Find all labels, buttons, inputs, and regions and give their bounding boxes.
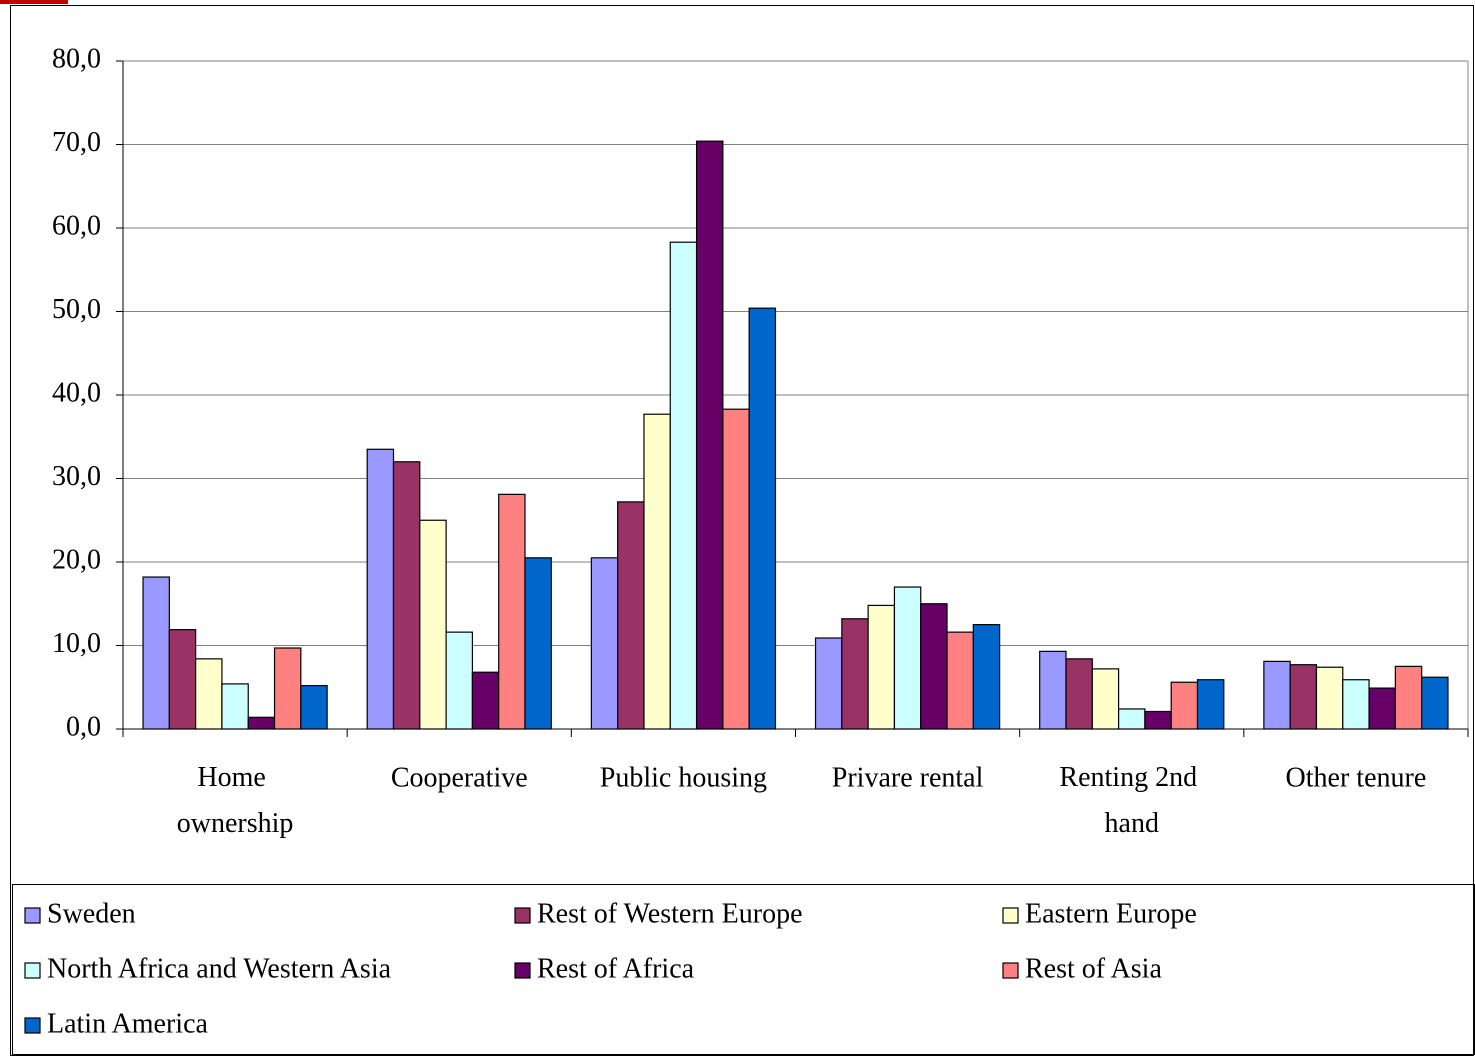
bar bbox=[1342, 679, 1370, 730]
x-tick-label: Privare rental bbox=[832, 762, 984, 793]
bar bbox=[841, 618, 869, 730]
bar bbox=[221, 683, 249, 730]
legend-swatch bbox=[1002, 907, 1019, 924]
bar bbox=[643, 413, 671, 730]
chart-frame bbox=[10, 5, 1474, 1056]
bar bbox=[617, 501, 645, 730]
bar bbox=[972, 624, 1001, 730]
bar bbox=[722, 408, 750, 730]
x-tick-label: Cooperative bbox=[391, 762, 528, 793]
bar bbox=[946, 631, 974, 730]
bar bbox=[168, 629, 197, 730]
bar bbox=[893, 586, 922, 730]
bar bbox=[419, 519, 447, 730]
bar bbox=[300, 684, 328, 730]
bar bbox=[814, 637, 843, 730]
bar bbox=[498, 493, 526, 730]
y-tick-label: 70,0 bbox=[52, 127, 101, 158]
y-tick-label: 20,0 bbox=[52, 544, 101, 575]
bar bbox=[669, 241, 698, 730]
bar bbox=[195, 658, 223, 730]
x-tick-label: Home ownership bbox=[177, 762, 294, 839]
bar bbox=[471, 671, 500, 730]
bar bbox=[1421, 676, 1449, 730]
legend-swatch bbox=[24, 962, 41, 979]
legend-label: Rest of Africa bbox=[537, 953, 695, 984]
y-tick-label: 50,0 bbox=[52, 294, 101, 325]
bar bbox=[366, 448, 395, 730]
bar bbox=[1144, 710, 1172, 730]
bar bbox=[1117, 708, 1146, 730]
bar bbox=[1315, 666, 1344, 730]
legend-label: Latin America bbox=[47, 1008, 209, 1039]
bar bbox=[695, 140, 724, 730]
y-tick-label: 80,0 bbox=[52, 43, 101, 74]
bar bbox=[1170, 681, 1199, 730]
bar bbox=[920, 603, 948, 730]
bar bbox=[392, 461, 421, 730]
x-tick-label: Other tenure bbox=[1286, 762, 1427, 793]
bar bbox=[247, 716, 276, 730]
bar bbox=[1289, 664, 1318, 730]
legend-label: Sweden bbox=[47, 898, 136, 929]
legend-label: North Africa and Western Asia bbox=[47, 953, 392, 984]
bar bbox=[142, 576, 170, 730]
bar bbox=[1263, 660, 1291, 730]
bar bbox=[590, 557, 619, 730]
bar bbox=[445, 631, 474, 730]
bar bbox=[524, 557, 552, 730]
bar bbox=[1039, 650, 1067, 730]
legend-swatch bbox=[1002, 962, 1019, 979]
legend-label: Eastern Europe bbox=[1025, 898, 1197, 929]
bar bbox=[273, 647, 302, 730]
legend-swatch bbox=[514, 962, 531, 979]
legend-swatch bbox=[24, 907, 41, 924]
legend-label: Rest of Asia bbox=[1025, 953, 1162, 984]
legend-swatch bbox=[514, 907, 531, 924]
bar bbox=[867, 604, 896, 730]
y-tick-label: 60,0 bbox=[52, 210, 101, 241]
legend-label: Rest of Western Europe bbox=[537, 898, 803, 929]
bar bbox=[1065, 658, 1093, 730]
bar bbox=[1196, 679, 1225, 730]
y-tick-label: 40,0 bbox=[52, 377, 101, 408]
bar bbox=[1368, 687, 1396, 730]
bar bbox=[1394, 665, 1423, 730]
x-tick-label: Public housing bbox=[600, 762, 767, 793]
y-tick-label: 10,0 bbox=[52, 628, 101, 659]
bar bbox=[1091, 668, 1120, 730]
legend-swatch bbox=[24, 1017, 41, 1034]
y-tick-label: 30,0 bbox=[52, 461, 101, 492]
bar bbox=[748, 307, 777, 730]
y-tick-label: 0,0 bbox=[66, 711, 101, 742]
x-tick-label: Renting 2nd hand bbox=[1059, 762, 1204, 839]
corner-mark bbox=[0, 0, 68, 4]
